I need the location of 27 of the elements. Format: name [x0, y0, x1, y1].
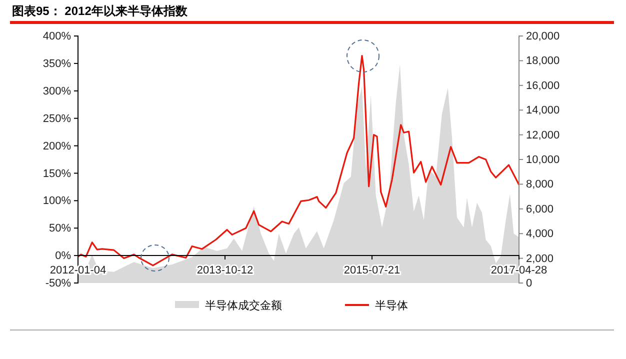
- y2-tick-label: 12,000: [526, 129, 560, 142]
- y-tick-label: 300%: [42, 85, 72, 98]
- y2-tick-label: 18,000: [526, 55, 560, 68]
- y-tick-label: 250%: [42, 112, 72, 125]
- y2-tick-label: 2,000: [526, 252, 554, 265]
- y2-tick-label: 10,000: [526, 154, 560, 166]
- y2-tick-label: 0: [526, 278, 532, 290]
- y-tick-label: -50%: [45, 278, 72, 290]
- x-tick-label: 2013-10-12: [196, 264, 254, 277]
- y-tick-label: 50%: [48, 222, 72, 235]
- x-tick-label: 2015-07-21: [344, 264, 400, 277]
- y-tick-label: 350%: [42, 58, 72, 70]
- y2-tick-label: 4,000: [526, 228, 554, 240]
- y-tick-label: 150%: [42, 168, 72, 180]
- y2-tick-label: 20,000: [526, 30, 560, 43]
- y2-tick-label: 6,000: [526, 203, 554, 216]
- legend-label: 半导体: [375, 299, 408, 312]
- y-tick-label: 100%: [42, 195, 72, 208]
- y-tick-label: 400%: [42, 30, 72, 43]
- y2-tick-label: 14,000: [526, 104, 560, 117]
- y2-tick-label: 16,000: [526, 80, 560, 92]
- y-tick-label: 200%: [42, 140, 72, 152]
- chart-title: 图表95： 2012年以来半导体指数: [12, 4, 188, 18]
- x-tick-label: 2017-04-28: [490, 264, 548, 277]
- y2-tick-label: 8,000: [526, 178, 554, 191]
- y-tick-label: 0%: [55, 250, 72, 262]
- legend-label: 半导体成交金额: [205, 299, 282, 312]
